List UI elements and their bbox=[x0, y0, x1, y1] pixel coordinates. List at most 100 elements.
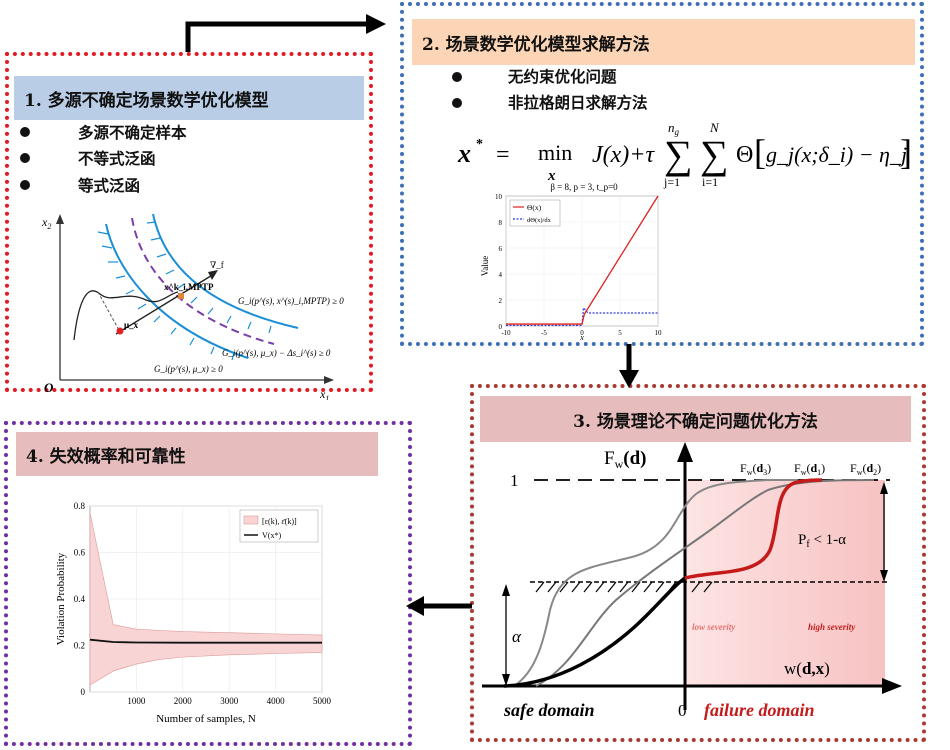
theta-xtick-label: -10 bbox=[501, 329, 511, 337]
mptp-label: x^k_i,MPTP bbox=[164, 282, 214, 292]
vp-ytick-label: 0.2 bbox=[74, 641, 85, 651]
x-axis-label: w(d,x) bbox=[784, 659, 830, 678]
vp-xtick-label: 2000 bbox=[174, 696, 193, 706]
mptp-point bbox=[178, 293, 184, 299]
mu-label: μ_x bbox=[124, 320, 139, 330]
vp-xtick-label: 4000 bbox=[267, 696, 286, 706]
theta-xtick-label: -5 bbox=[541, 329, 547, 337]
theta-ytick-label: 0 bbox=[499, 323, 503, 331]
axis-x2-label: x2 bbox=[41, 215, 51, 231]
theta-chart-ylabel: Value bbox=[480, 256, 490, 277]
high-severity-label: high severity bbox=[808, 622, 856, 632]
bullet-dot-icon bbox=[452, 98, 462, 108]
origin-label: O bbox=[44, 380, 54, 395]
svg-text:g_j(x;δ_i) − η_j: g_j(x;δ_i) − η_j bbox=[766, 142, 907, 167]
svg-text:]: ] bbox=[900, 132, 912, 172]
panel-1-title: 1. 多源不确定场景数学优化模型 bbox=[14, 76, 364, 120]
theta-chart-xlabel: x bbox=[579, 333, 584, 340]
vp-ylabel: Violation Probability bbox=[55, 552, 67, 645]
svg-text:*: * bbox=[476, 137, 483, 152]
theta-legend-1: Θ(x) bbox=[527, 203, 542, 212]
violation-probability-line bbox=[89, 638, 322, 644]
svg-text:∑: ∑ bbox=[700, 132, 729, 177]
curve-label-d2: Fw(d2) bbox=[850, 461, 881, 477]
zero-label: 0 bbox=[678, 701, 687, 720]
vp-ytick-label: 0.8 bbox=[74, 501, 86, 511]
curve-label-d1: Fw(d1) bbox=[794, 461, 825, 477]
svg-text:∑: ∑ bbox=[664, 132, 693, 177]
arrow-2-to-3 bbox=[619, 344, 639, 388]
curve-label-d3: Fw(d3) bbox=[740, 461, 771, 477]
safe-domain-label: safe domain bbox=[503, 700, 595, 720]
bullet-dot-icon bbox=[20, 180, 30, 190]
bullet-dot-icon bbox=[20, 127, 30, 137]
violation-probability-chart: 0 0.2 0.4 0.6 0.8 1000 2000 3000 4000 5000 Viola… bbox=[55, 501, 332, 725]
vp-xlabel: Number of samples, N bbox=[156, 713, 256, 725]
panel-1-frame bbox=[5, 52, 373, 392]
svg-text:x: x bbox=[547, 168, 556, 184]
theta-legend-2: dΘ(x)/dx bbox=[527, 217, 552, 224]
panel-4-frame bbox=[4, 421, 412, 746]
label-mid: G_i(p^(s), μ_x) − Δs_i^(s) ≥ 0 bbox=[222, 348, 331, 358]
label-bot: G_i(p^(s), μ_x) ≥ 0 bbox=[154, 364, 223, 374]
alpha-label: α bbox=[512, 627, 522, 646]
svg-text:x: x bbox=[457, 139, 471, 168]
panel-1-bullet-1: 多源不确定样本 bbox=[78, 123, 187, 142]
cdf-curve-main-black bbox=[503, 576, 687, 688]
label-top: G_i(p^(s), x^(s)_i,MPTP) ≥ 0 bbox=[238, 296, 344, 306]
svg-text:J(x)+τ: J(x)+τ bbox=[592, 142, 655, 168]
svg-text:min: min bbox=[538, 140, 572, 165]
theta-ytick-label: 8 bbox=[499, 219, 503, 227]
panel-3-frame bbox=[470, 384, 926, 742]
panel-1-bullet-3: 等式泛函 bbox=[78, 176, 141, 195]
svg-text:i=1: i=1 bbox=[702, 175, 718, 189]
bullet-dot-icon bbox=[452, 72, 462, 82]
failure-domain-label: failure domain bbox=[704, 700, 815, 720]
panel-3-cdf-diagram: Fw(d) 1 α Pf < 1-α Fw(d3) Fw(d1) Fw(d2) … bbox=[482, 442, 902, 720]
theta-xtick-label: 5 bbox=[618, 329, 622, 337]
vp-ytick-label: 0 bbox=[81, 687, 86, 697]
pf-label: Pf < 1-α bbox=[798, 532, 846, 550]
failure-domain-shade bbox=[685, 480, 885, 686]
svg-text:j=1: j=1 bbox=[663, 175, 680, 189]
axis-x1-label: x1 bbox=[319, 387, 329, 400]
cdf-curve-d3 bbox=[513, 479, 798, 687]
svg-text:N: N bbox=[709, 120, 720, 135]
panel-2-bullet-2: 非拉格朗日求解方法 bbox=[508, 93, 648, 112]
vp-xtick-label: 5000 bbox=[313, 696, 332, 706]
theta-series bbox=[506, 195, 659, 325]
vp-legend-2: V(x*) bbox=[262, 531, 281, 540]
theta-xtick-label: 10 bbox=[655, 329, 663, 337]
vp-ytick-label: 0.6 bbox=[74, 548, 86, 558]
panel-2-frame bbox=[400, 2, 924, 346]
theta-chart: β = 8, p = 3, t_p=0 0 2 4 6 8 10 -10 -5 0 5 10 Va… bbox=[480, 182, 663, 340]
panel-2-bullet-1: 无约束优化问题 bbox=[508, 67, 617, 86]
mu-point bbox=[116, 327, 124, 335]
vp-xtick-label: 3000 bbox=[220, 696, 239, 706]
panel-3-title: 3. 场景理论不确定问题优化方法 bbox=[480, 396, 911, 442]
level-one-label: 1 bbox=[510, 471, 519, 490]
svg-text:=: = bbox=[496, 142, 510, 168]
svg-text:ng: ng bbox=[668, 120, 680, 137]
theta-ytick-label: 2 bbox=[499, 297, 503, 305]
theta-ytick-label: 4 bbox=[499, 271, 503, 279]
arrow-1-to-2 bbox=[185, 14, 386, 52]
panel-2-title: 2. 场景数学优化模型求解方法 bbox=[412, 19, 915, 65]
vp-ytick-label: 0.4 bbox=[74, 594, 86, 604]
svg-text:[: [ bbox=[754, 132, 766, 172]
panel-1-sketch: x2 x1 O x^k_i,MPTP μ_x ∇_f G_i(p^(s), x^… bbox=[41, 213, 344, 400]
theta-ytick-label: 10 bbox=[495, 193, 503, 201]
theta-xtick-label: 0 bbox=[580, 329, 584, 337]
low-severity-label: low severity bbox=[692, 622, 736, 632]
y-axis-label: Fw(d) bbox=[604, 448, 646, 471]
vp-xtick-label: 1000 bbox=[127, 696, 145, 706]
theta-ytick-label: 6 bbox=[499, 245, 503, 253]
panel-1-bullet-2: 不等式泛函 bbox=[78, 149, 156, 168]
theta-derivative-series bbox=[506, 306, 658, 326]
vp-legend-1: [ε(k), ε̄(k)] bbox=[262, 517, 297, 526]
theta-chart-title: β = 8, p = 3, t_p=0 bbox=[550, 182, 618, 192]
arrow-3-to-4 bbox=[406, 596, 472, 616]
panel-4-title: 4. 失效概率和可靠性 bbox=[16, 432, 378, 476]
svg-text:Θ: Θ bbox=[736, 142, 753, 168]
grad-label: ∇_f bbox=[210, 260, 224, 270]
